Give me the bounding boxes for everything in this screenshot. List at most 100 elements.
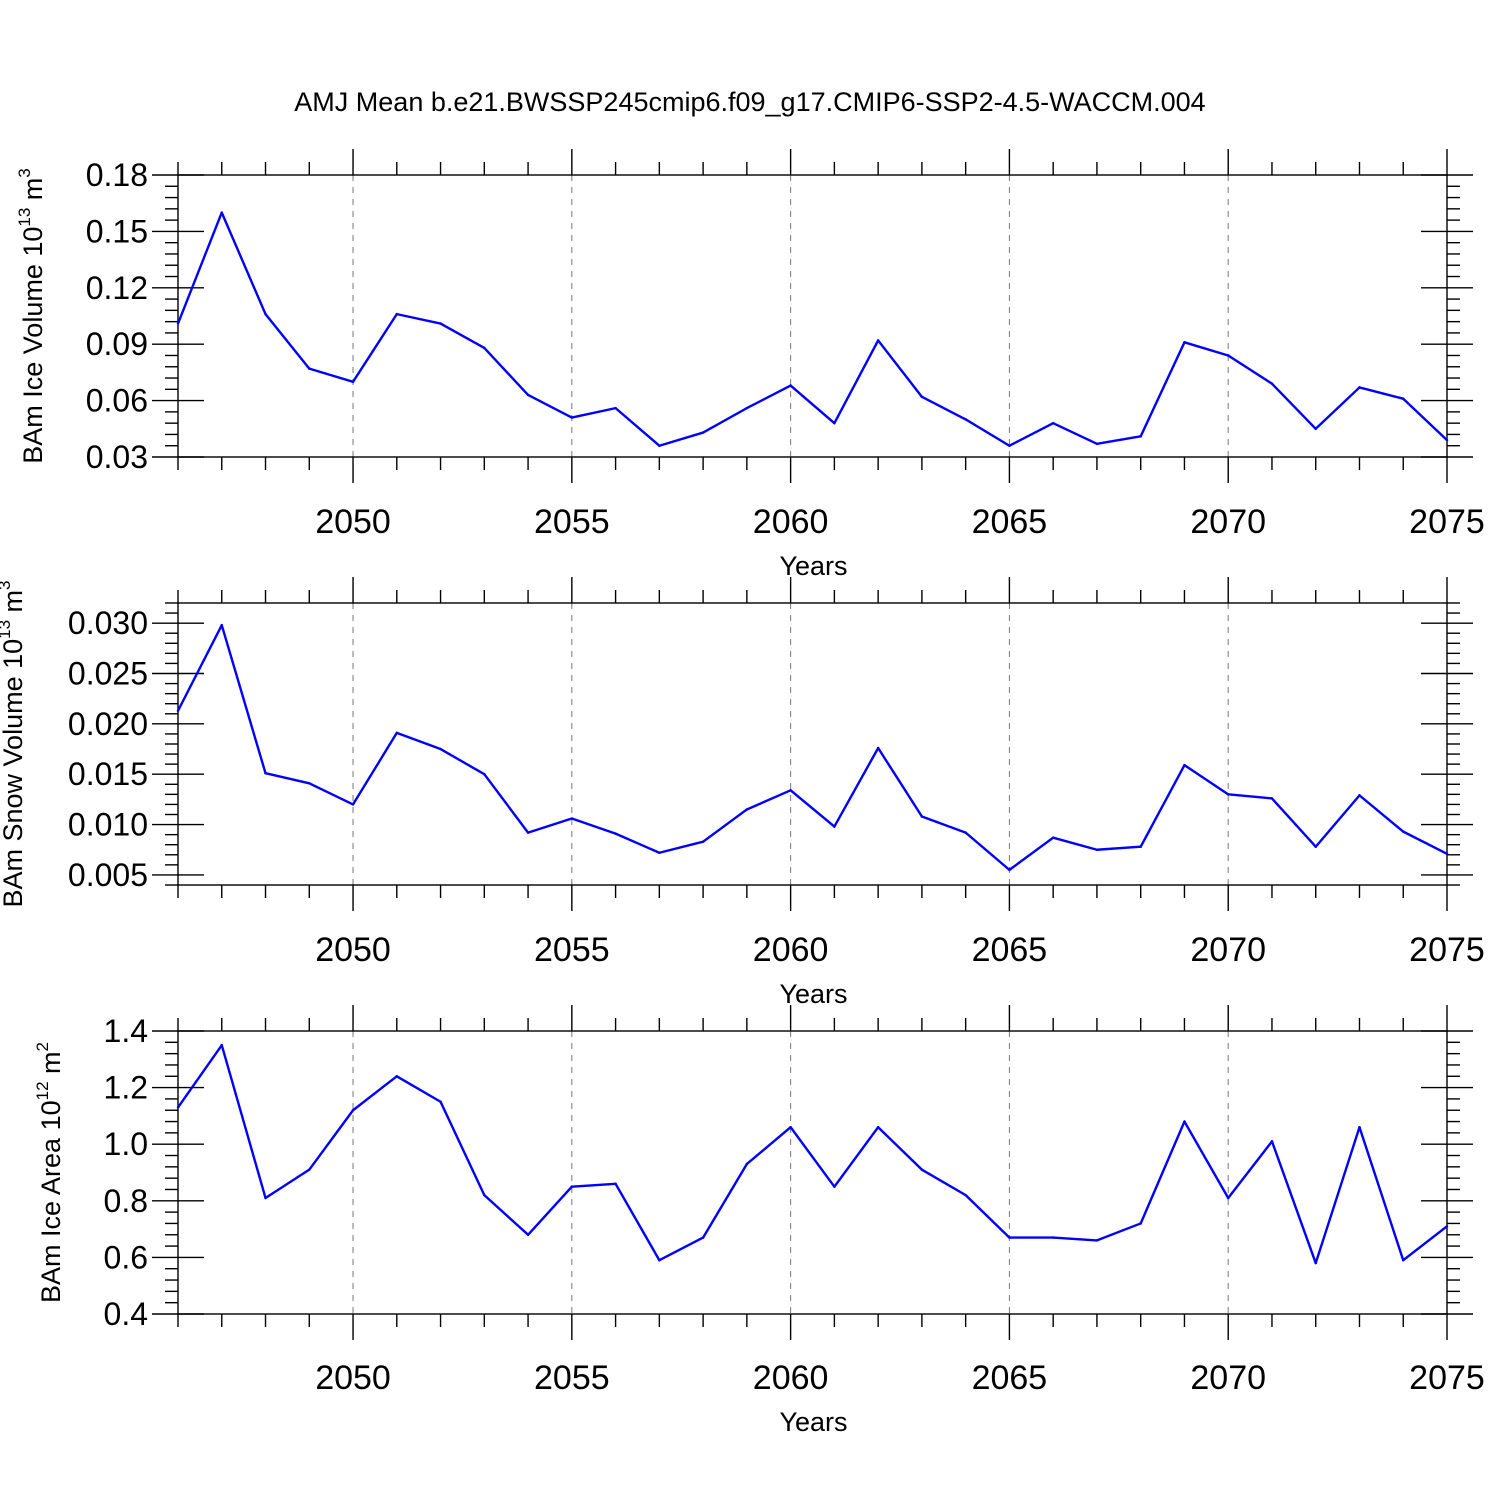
series-line-segment	[658, 431, 705, 447]
data-point	[483, 773, 486, 776]
series-line-segment	[1008, 421, 1055, 447]
series-line-segment	[570, 406, 617, 419]
data-point	[570, 1185, 574, 1188]
series-line-segment	[658, 840, 705, 854]
data-point	[264, 772, 267, 775]
x-tick-label: 2065	[972, 503, 1048, 541]
series-line-segment	[1270, 382, 1317, 430]
series-line-segment	[1095, 845, 1142, 851]
data-point	[1139, 1222, 1142, 1225]
series-line-segment	[176, 1043, 223, 1109]
data-point	[308, 367, 311, 370]
y-tick-label: 0.6	[104, 1239, 148, 1275]
series-line-segment	[1227, 1140, 1274, 1200]
y-tick-label: 1.4	[104, 1013, 148, 1049]
series-line-segment	[964, 418, 1011, 447]
y-axis-label-prefix: BAm Ice Volume 10	[18, 227, 48, 464]
data-point	[614, 1182, 617, 1186]
data-point	[1358, 386, 1361, 389]
series-line-segment	[1183, 341, 1230, 357]
series-line-segment	[1227, 354, 1274, 385]
data-point	[1227, 1196, 1230, 1200]
data-point	[220, 623, 223, 627]
series-line-segment	[1051, 421, 1099, 446]
series-line-segment	[526, 817, 574, 834]
data-point	[745, 808, 749, 811]
x-tick-label: 2055	[534, 931, 610, 969]
data-point	[1402, 397, 1405, 400]
data-point	[308, 1168, 311, 1171]
data-point	[964, 831, 967, 834]
series-line-segment	[964, 831, 1011, 872]
y-tick-label: 0.06	[86, 383, 148, 419]
series-line-segment	[745, 789, 792, 811]
y-axis-label-exp: 13	[0, 620, 14, 639]
series-line-segment	[395, 312, 442, 325]
ice-volume-panel: 2050 2055 2060 2065 2070 2075 0.03 0.06 0.09 0.12…	[15, 149, 1485, 581]
x-tick-label: 2075	[1409, 503, 1485, 541]
y-axis-label-prefix: BAm Ice Area 10	[36, 1100, 66, 1303]
series-line-segment	[1051, 1236, 1099, 1242]
series-line-segment	[920, 395, 967, 421]
series-line-segment	[1402, 830, 1449, 855]
series-line-segment	[789, 1126, 836, 1188]
series-line-segment	[1402, 1225, 1449, 1262]
data-point	[920, 395, 924, 399]
series-line-segment	[701, 1162, 749, 1239]
data-point	[964, 1193, 967, 1197]
y-axis-label-unit: m	[0, 590, 28, 620]
y-axis-label-unit-exp: 3	[15, 168, 34, 177]
series-line-segment	[264, 312, 311, 370]
series-line-segment	[1183, 763, 1230, 796]
series-line-segment	[483, 346, 530, 397]
y-tick-label: 0.09	[86, 326, 148, 362]
series-line-segment	[1008, 836, 1055, 872]
data-point	[1314, 845, 1317, 848]
y-tick-label: 0.020	[68, 706, 148, 742]
y-axis-label-exp: 12	[33, 1081, 52, 1100]
y-tick-label: 0.12	[86, 270, 148, 306]
series-line-segment	[1314, 1126, 1361, 1265]
data-point	[1270, 1140, 1274, 1143]
y-axis-label-prefix: BAm Snow Volume 10	[0, 639, 28, 908]
series-line-segment	[526, 393, 574, 419]
data-point	[1008, 1236, 1011, 1239]
series-line-segment	[1358, 1126, 1405, 1262]
y-axis-label-unit-exp: 3	[0, 580, 14, 589]
series-line-segment	[439, 747, 486, 776]
data-point	[395, 312, 398, 316]
x-tick-label: 2070	[1190, 1359, 1266, 1397]
data-point	[1008, 868, 1011, 872]
series-line-segment	[439, 322, 486, 350]
data-point	[1183, 1120, 1186, 1123]
data-point	[439, 747, 442, 751]
series-line-segment	[1095, 435, 1142, 446]
series-line-segment	[351, 312, 398, 383]
plot-frame	[177, 1030, 1448, 1315]
y-axis-label: BAm Ice Area 1012 m2	[33, 1042, 66, 1303]
data-point	[1314, 427, 1317, 430]
series-line-segment	[964, 1193, 1011, 1239]
series-line-segment	[1270, 1140, 1317, 1265]
series-line-segment	[1227, 793, 1274, 800]
data-point	[264, 1196, 267, 1200]
data-point	[1227, 354, 1230, 357]
y-tick-label: 0.18	[86, 157, 148, 193]
series-line-segment	[920, 815, 967, 834]
data-point	[658, 1259, 661, 1262]
series-line-segment	[1051, 836, 1099, 851]
series-line-segment	[701, 406, 749, 434]
y-tick-label: 0.025	[68, 656, 148, 692]
y-tick-label: 1.2	[104, 1070, 148, 1106]
data-point	[1051, 836, 1055, 839]
data-point	[176, 1106, 180, 1109]
data-point	[439, 1100, 442, 1103]
series-line-segment	[439, 1100, 486, 1197]
series-line-segment	[264, 1168, 311, 1200]
data-point	[1402, 830, 1405, 833]
series-line-segment	[1314, 386, 1361, 430]
series-line-segment	[833, 339, 880, 425]
series-line-segment	[1358, 794, 1405, 833]
data-point	[1139, 845, 1142, 848]
